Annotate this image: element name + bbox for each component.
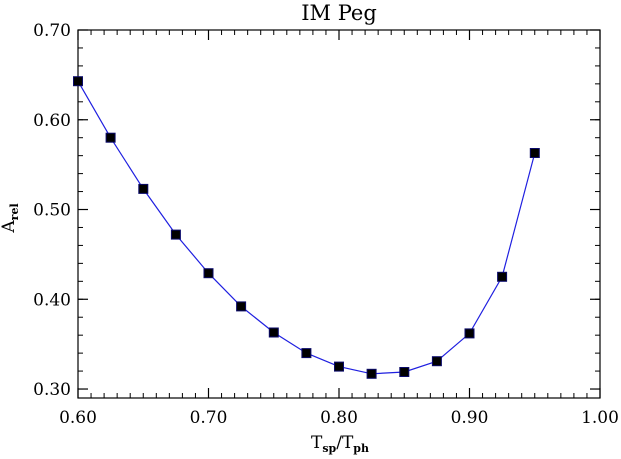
data-point <box>464 328 475 339</box>
data-point <box>301 348 312 359</box>
data-point <box>431 356 442 367</box>
x-axis-label-main: T <box>311 433 323 453</box>
x-tick-labels: 0.60 0.70 0.80 0.90 1.00 <box>59 408 619 428</box>
data-point <box>268 327 279 338</box>
y-axis-label-main: A <box>0 220 19 234</box>
x-tick-label: 0.70 <box>190 408 228 428</box>
x-tick-label: 0.90 <box>451 408 489 428</box>
data-point <box>497 271 508 282</box>
data-point <box>334 361 344 372</box>
chart-title: IM Peg <box>301 1 377 25</box>
x-axis-label: Tsp/Tph <box>311 433 369 455</box>
y-axis-label-sub: rel <box>8 203 21 220</box>
minor-ticks <box>77 29 601 398</box>
data-markers <box>73 76 540 379</box>
y-axis-label: Arel <box>0 203 21 233</box>
data-point <box>236 301 247 312</box>
x-axis-label-sub2: ph <box>353 442 369 455</box>
data-point <box>366 368 377 379</box>
plot-frame <box>77 29 601 399</box>
x-axis-label-sep: /T <box>336 433 354 453</box>
y-tick-labels: 0.30 0.40 0.50 0.60 0.70 <box>33 21 71 400</box>
data-point <box>529 148 540 158</box>
y-tick-label: 0.50 <box>33 201 71 221</box>
data-point <box>170 229 181 240</box>
x-tick-label: 0.80 <box>320 408 358 428</box>
y-tick-label: 0.70 <box>33 21 71 41</box>
y-tick-label: 0.30 <box>33 380 71 400</box>
y-tick-label: 0.40 <box>33 290 71 310</box>
x-tick-label: 0.60 <box>59 408 97 428</box>
data-point <box>105 132 116 143</box>
data-point <box>399 367 410 377</box>
x-tick-label: 1.00 <box>581 408 619 428</box>
major-ticks <box>77 29 601 398</box>
x-axis-label-sub1: sp <box>322 442 336 455</box>
data-point <box>138 183 149 194</box>
data-point <box>73 76 83 87</box>
data-point <box>203 268 214 279</box>
y-tick-label: 0.60 <box>33 111 71 131</box>
